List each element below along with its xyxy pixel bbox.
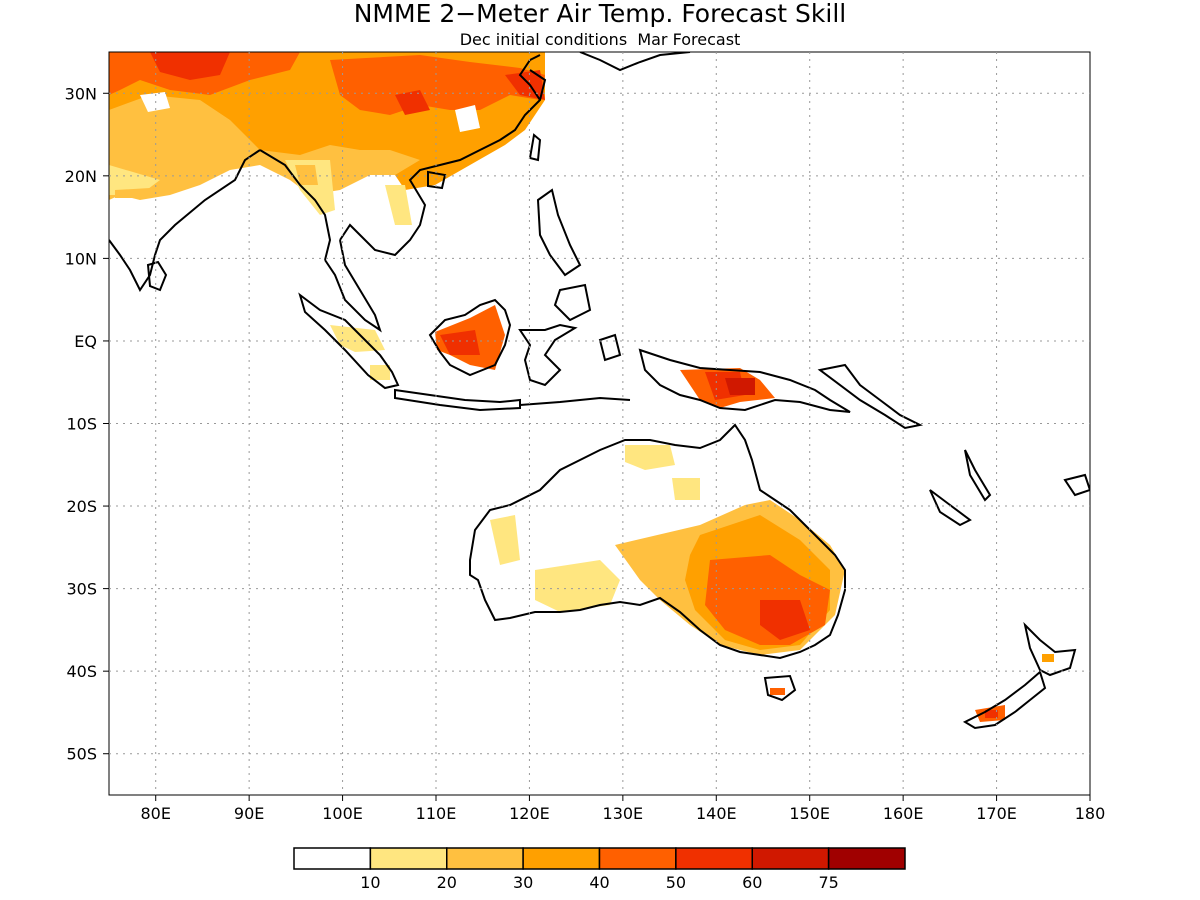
y-tick-label: 30S [66,580,97,599]
y-tick-label: 20S [66,497,97,516]
coast-mindanao [553,283,592,322]
coast-halmahera [598,333,622,362]
colorbar-swatch [827,847,906,870]
colorbar-swatch [598,847,677,870]
coast-srilanka [146,260,168,292]
colorbar-label: 75 [818,873,838,892]
x-tick-label: 170E [976,804,1017,823]
colorbar-swatch [293,847,372,870]
y-tick-label: EQ [74,332,97,351]
coast-australia [469,423,846,660]
coast-hainan [427,170,447,190]
colorbar-label: 40 [589,873,609,892]
coast-java [394,388,521,412]
coast-solomon [929,489,972,527]
coast-tasmania [763,674,797,702]
colorbar-label: 10 [360,873,380,892]
colorbar-swatch [369,847,448,870]
x-tick-label: 160E [883,804,924,823]
y-tick-label: 10N [65,249,97,268]
skill-shading [109,52,1054,722]
shade-aus-20-ne [672,478,700,500]
coast-nz-south [962,670,1047,730]
shade-ng-75 [725,378,755,395]
x-tick-label: 80E [140,804,170,823]
coast-sulawesi [518,323,578,387]
x-tick-label: 180 [1075,804,1106,823]
x-tick-label: 100E [322,804,363,823]
coast-bay [259,149,332,261]
x-tick-label: 130E [603,804,644,823]
shade-nz-n-40 [1042,654,1054,662]
shade-indochina-20b [385,185,412,225]
colorbar: 10 20 30 40 50 60 75 [293,847,906,892]
shade-aus-60 [760,600,810,640]
shade-asia-60b [395,90,430,115]
x-tick-label: 120E [509,804,550,823]
shade-aus-20-c [535,560,620,612]
shade-india-20 [109,165,160,195]
y-tick-label: 40S [66,662,97,681]
map-subtitle: Dec initial conditions Mar Forecast [460,30,741,49]
coast-india [109,149,261,292]
coast-sumatra [298,292,400,390]
shade-india-30 [115,188,150,198]
x-tick-label: 90E [234,804,264,823]
x-tick-label: 150E [789,804,830,823]
coast-malay [324,239,382,333]
coast-indochina [339,69,547,257]
coast-lesser-sunda [519,396,631,406]
colorbar-swatch [522,847,601,870]
coast-japan [579,52,691,72]
shade-aus-20-w [490,515,520,565]
y-axis: 30N 20N 10N EQ 10S 20S 30S 40S 50S [65,84,109,764]
y-tick-label: 10S [66,415,97,434]
shade-sumatra-20b [370,365,390,380]
coast-bismarck [817,363,924,430]
shade-nz-60 [985,710,998,718]
coast-taiwan [528,133,542,162]
gridlines [109,52,1090,795]
colorbar-label: 60 [742,873,762,892]
coast-vanuatu [964,449,992,502]
shade-asia-white1 [140,92,170,112]
colorbar-label: 30 [513,873,533,892]
shade-sumatra-20 [330,325,385,352]
coast-korea [518,54,541,101]
shade-asia-50b [330,55,545,115]
coast-borneo [428,298,512,377]
x-tick-label: 140E [696,804,737,823]
shade-aus-20-north [625,445,675,470]
y-tick-label: 50S [66,745,97,764]
shade-asia-20 [109,95,420,200]
map-title: NMME 2−Meter Air Temp. Forecast Skill [354,0,847,28]
coast-fiji [1063,473,1090,497]
shade-indochina-30 [295,165,318,185]
x-axis: 80E 90E 100E 110E 120E 130E 140E 150E 160E 170E 18… [140,795,1105,823]
y-tick-label: 20N [65,167,97,186]
colorbar-label: 50 [666,873,686,892]
shade-tas-50 [770,688,785,695]
colorbar-swatch [675,847,753,870]
x-tick-label: 110E [416,804,457,823]
coast-newguinea [638,348,851,413]
coast-luzon [536,188,582,277]
colorbar-swatch [446,847,524,870]
colorbar-swatch [751,847,830,870]
coastlines [109,52,1090,730]
shade-asia-white2 [455,105,480,132]
colorbar-label: 20 [437,873,457,892]
coast-nz-north [1023,621,1077,677]
y-tick-label: 30N [65,84,97,103]
shade-asia-60 [150,52,230,80]
shade-borneo-60 [440,330,480,355]
